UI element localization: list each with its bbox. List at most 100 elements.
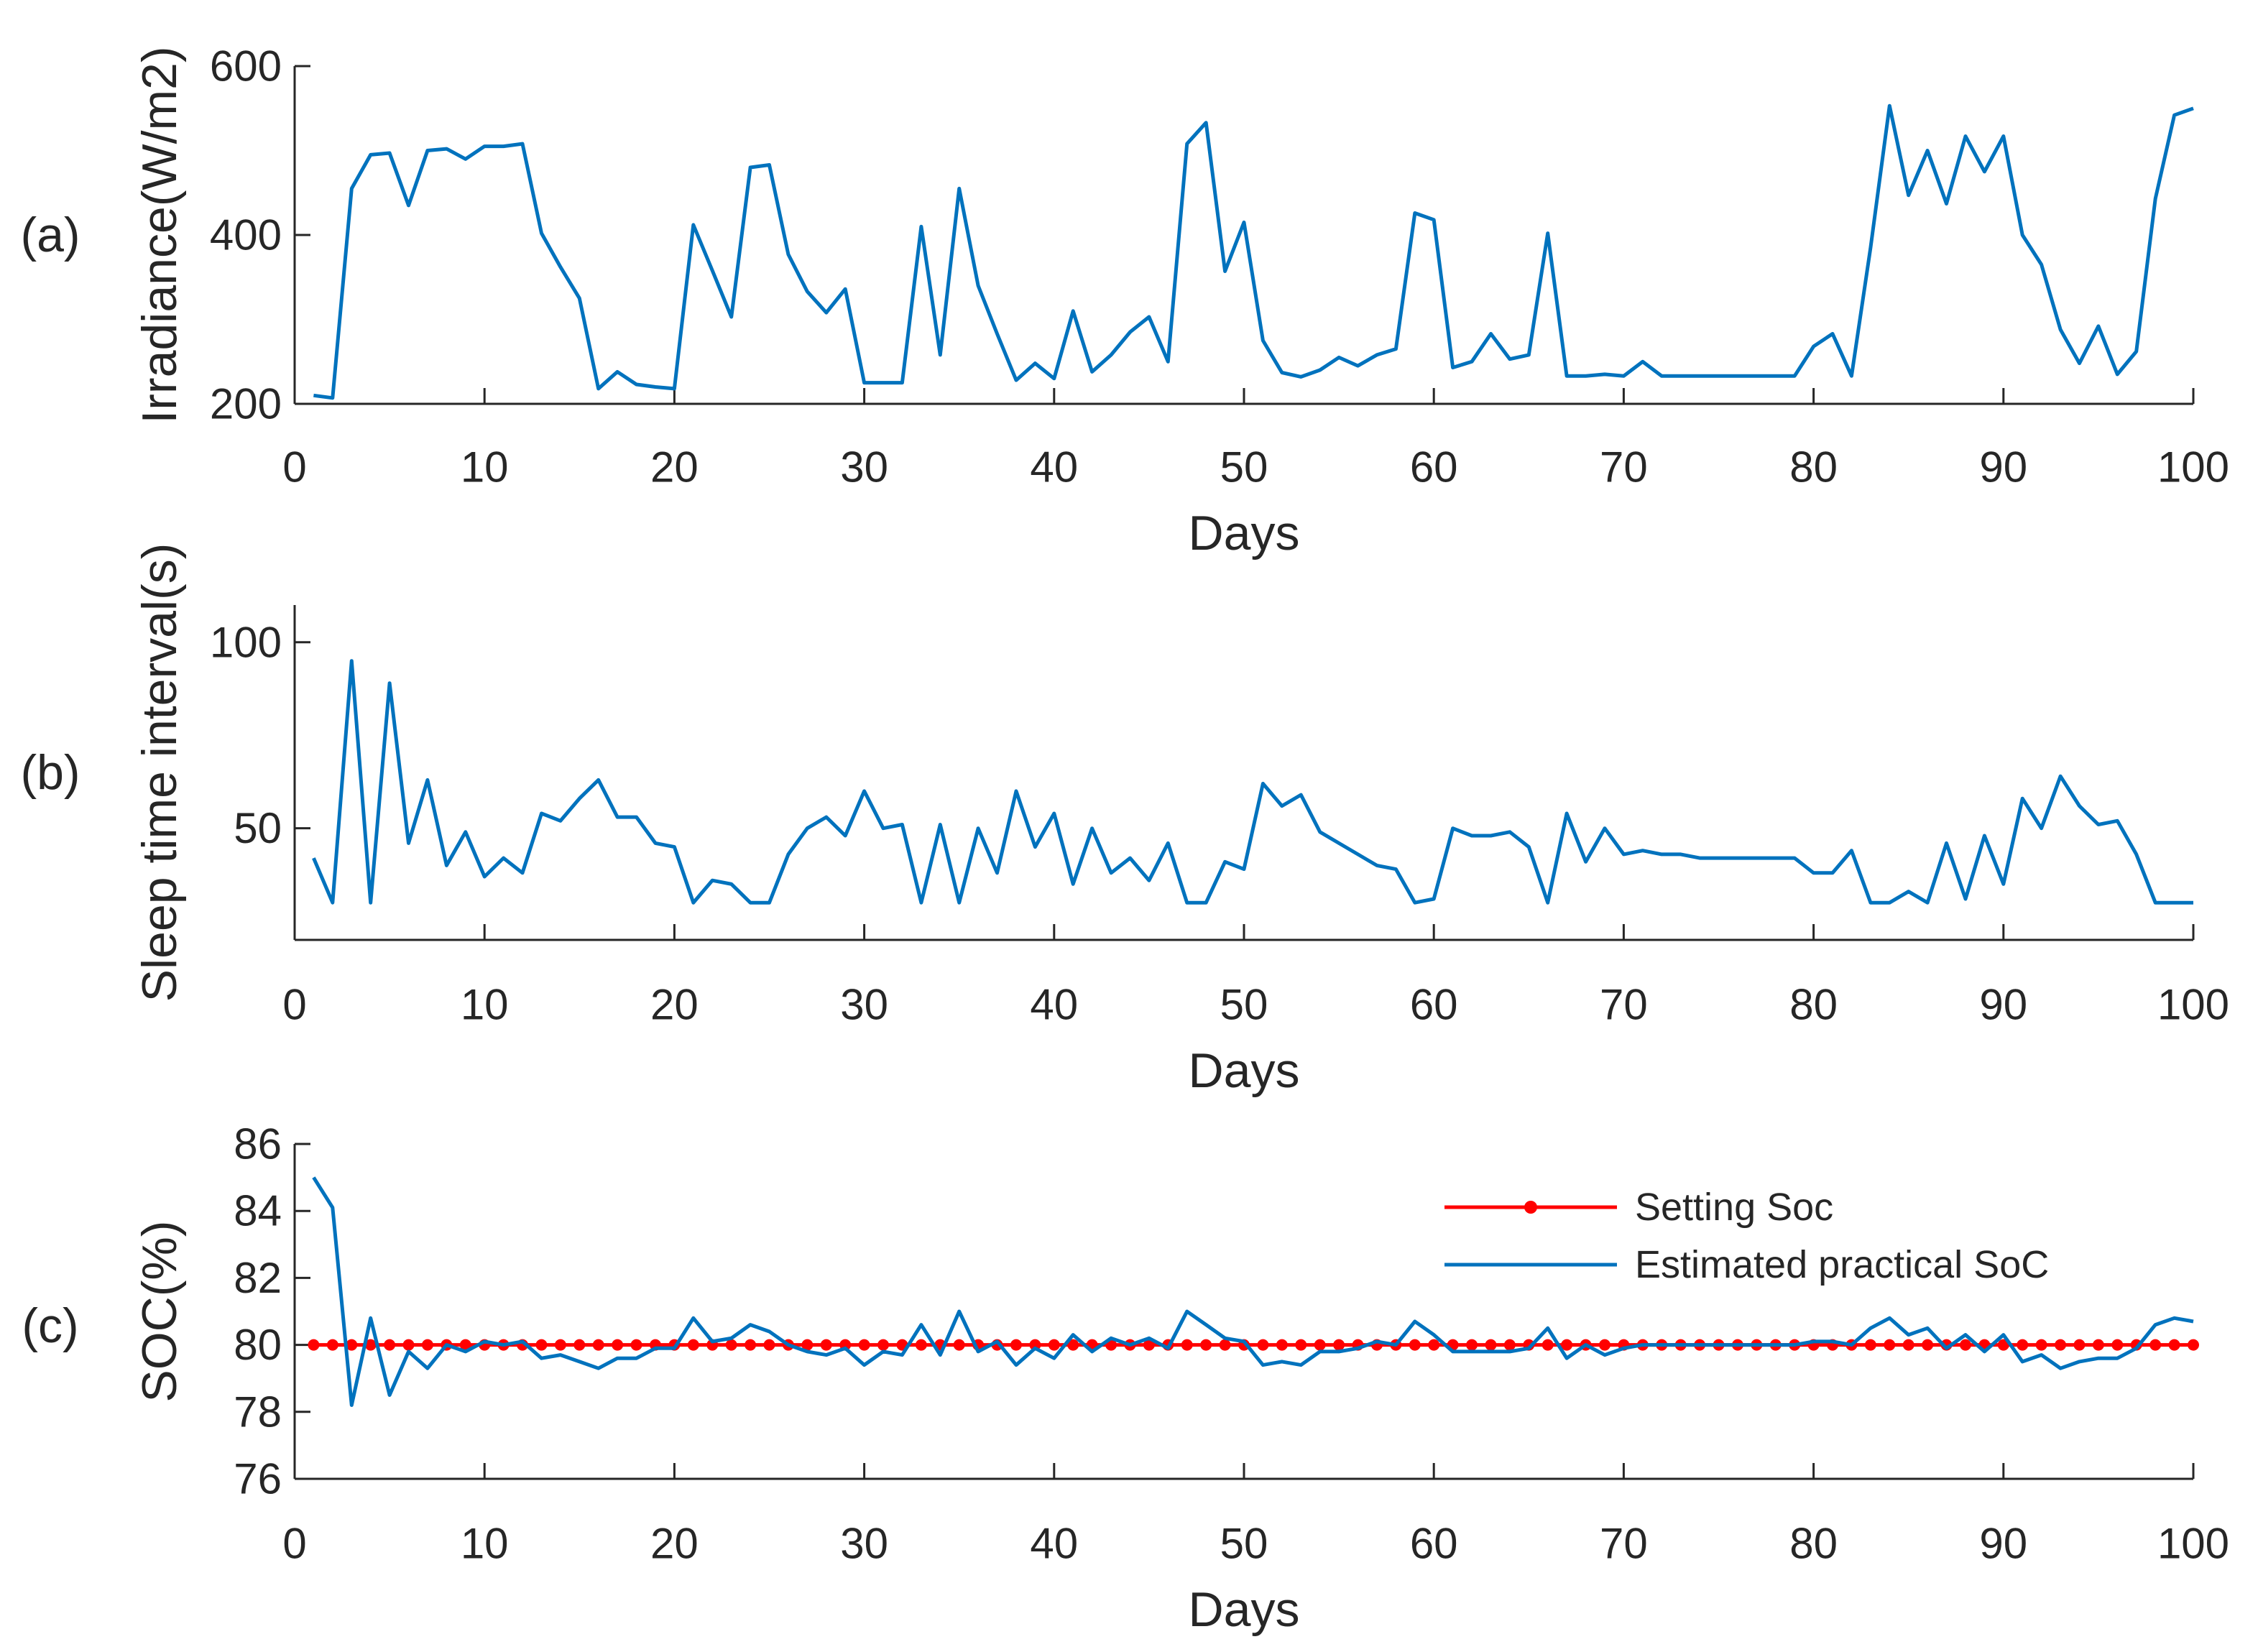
setting-soc-point [308, 1339, 320, 1351]
y-tick-label: 82 [234, 1254, 282, 1302]
series-line-sleep-time-interval [312, 659, 2193, 905]
setting-soc-point [2017, 1339, 2029, 1351]
setting-soc-point [2035, 1339, 2047, 1351]
setting-soc-point [1048, 1339, 1060, 1351]
x-axis-title: Days [1189, 1582, 1300, 1637]
y-tick-label: 200 [210, 380, 282, 428]
x-tick-label: 20 [650, 443, 699, 492]
panel-label: (c) [22, 1298, 78, 1353]
setting-soc-point [1219, 1339, 1231, 1351]
setting-soc-point [1067, 1339, 1079, 1351]
y-tick-label: 50 [234, 804, 282, 852]
setting-soc-point [1466, 1339, 1478, 1351]
setting-soc-point [1333, 1339, 1345, 1351]
setting-soc-point [402, 1339, 415, 1351]
setting-soc-point [346, 1339, 358, 1351]
setting-soc-point [1902, 1339, 1914, 1351]
x-tick-label: 40 [1030, 1520, 1078, 1568]
x-axis-title: Days [1189, 1043, 1300, 1098]
setting-soc-point [763, 1339, 775, 1351]
x-tick-label: 20 [650, 1520, 699, 1568]
y-axis-title: Irradiance(W/m2) [132, 46, 187, 423]
x-tick-label: 10 [461, 981, 509, 1029]
y-tick-label: 80 [234, 1321, 282, 1369]
panel-c: Setting Soc Estimated practical SoC [293, 1143, 2199, 1480]
setting-soc-point [877, 1339, 890, 1351]
setting-soc-point [592, 1339, 604, 1351]
setting-soc-point [1864, 1339, 1876, 1351]
x-tick-label: 50 [1220, 443, 1268, 492]
x-tick-label: 100 [2157, 981, 2229, 1029]
x-tick-label: 70 [1600, 1520, 1648, 1568]
setting-soc-point [1561, 1339, 1573, 1351]
legend: Setting Soc Estimated practical SoC [1444, 1186, 2049, 1286]
panel-label: (b) [20, 745, 80, 800]
y-axis-title: Sleep time interval(s) [132, 543, 187, 1002]
series-line-estimated-practical-soc [312, 1176, 2194, 1407]
x-tick-label: 80 [1789, 1520, 1838, 1568]
setting-soc-point [1959, 1339, 1971, 1351]
setting-soc-point [2092, 1339, 2104, 1351]
setting-soc-point [1295, 1339, 1307, 1351]
x-tick-label: 90 [1979, 443, 2027, 492]
x-tick-label: 0 [282, 1520, 306, 1568]
x-tick-label: 50 [1220, 981, 1268, 1029]
setting-soc-point [1485, 1339, 1497, 1351]
x-tick-label: 40 [1030, 443, 1078, 492]
setting-soc-point [1884, 1339, 1896, 1351]
y-tick-label: 400 [210, 211, 282, 259]
setting-soc-point [1409, 1339, 1421, 1351]
x-tick-label: 70 [1600, 443, 1648, 492]
y-tick-label: 600 [210, 42, 282, 91]
y-axis-title: SOC(%) [132, 1220, 187, 1402]
setting-soc-point [745, 1339, 757, 1351]
setting-soc-point [1010, 1339, 1022, 1351]
legend-label: Estimated practical SoC [1635, 1243, 2049, 1286]
setting-soc-point [459, 1339, 471, 1351]
setting-soc-point [1503, 1339, 1516, 1351]
x-tick-label: 0 [282, 443, 306, 492]
panel-label: (a) [20, 208, 80, 262]
setting-soc-point [820, 1339, 832, 1351]
setting-soc-point [2111, 1339, 2124, 1351]
setting-soc-point [2168, 1339, 2180, 1351]
x-tick-label: 30 [840, 981, 888, 1029]
setting-soc-point [1181, 1339, 1193, 1351]
setting-soc-point [1200, 1339, 1212, 1351]
legend-marker [1524, 1201, 1537, 1214]
x-tick-label: 30 [840, 443, 888, 492]
setting-soc-point [421, 1339, 433, 1351]
y-tick-label: 76 [234, 1455, 282, 1503]
x-tick-label: 70 [1600, 981, 1648, 1029]
setting-soc-point [2188, 1339, 2199, 1351]
setting-soc-point [1314, 1339, 1326, 1351]
setting-soc-point [2073, 1339, 2086, 1351]
panel-b [293, 605, 2195, 941]
setting-soc-point [1997, 1339, 2009, 1351]
x-tick-label: 60 [1410, 1520, 1458, 1568]
legend-label: Setting Soc [1635, 1186, 1833, 1229]
x-tick-label: 10 [461, 1520, 509, 1568]
setting-soc-point [1428, 1339, 1440, 1351]
setting-soc-point [801, 1339, 814, 1351]
y-tick-label: 84 [234, 1187, 282, 1235]
setting-soc-point [1542, 1339, 1554, 1351]
x-tick-label: 20 [650, 981, 699, 1029]
setting-soc-point [612, 1339, 624, 1351]
x-tick-label: 10 [461, 443, 509, 492]
setting-soc-point [858, 1339, 870, 1351]
x-tick-label: 0 [282, 981, 306, 1029]
x-tick-label: 100 [2157, 1520, 2229, 1568]
setting-soc-point [554, 1339, 566, 1351]
setting-soc-point [1276, 1339, 1288, 1351]
y-tick-label: 100 [210, 618, 282, 666]
setting-soc-point [384, 1339, 396, 1351]
setting-soc-point [364, 1339, 377, 1351]
setting-soc-point [1257, 1339, 1269, 1351]
x-tick-label: 40 [1030, 981, 1078, 1029]
setting-soc-point [326, 1339, 338, 1351]
setting-soc-point [725, 1339, 737, 1351]
setting-soc-point [1922, 1339, 1934, 1351]
x-tick-label: 50 [1220, 1520, 1268, 1568]
